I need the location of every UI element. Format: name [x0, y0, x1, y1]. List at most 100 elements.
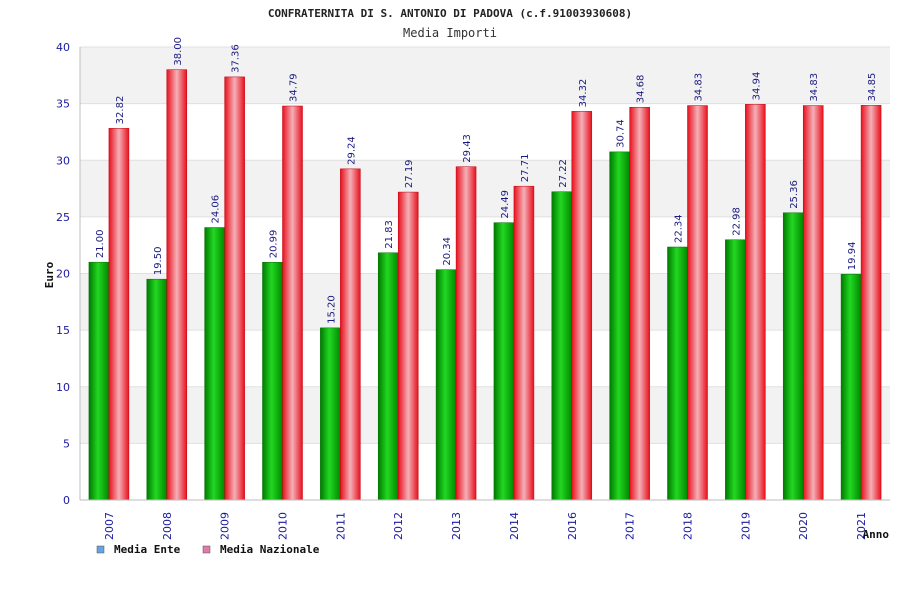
y-axis-label: Euro: [43, 261, 56, 288]
bar-media-ente-2017: [609, 151, 630, 501]
plot-band: [80, 273, 890, 331]
bar-media-nazionale-2018: [687, 105, 708, 501]
legend: Media Ente Media Nazionale: [96, 543, 320, 556]
legend-swatch-media-ente: [96, 545, 105, 554]
legend-label-media-nazionale: Media Nazionale: [220, 543, 320, 556]
bar-media-ente-2012: [377, 252, 399, 501]
x-tick-label: 2018: [682, 512, 695, 540]
y-tick-label: 5: [63, 437, 70, 450]
y-tick-label: 10: [56, 381, 70, 394]
y-tick-label: 35: [56, 98, 70, 111]
plot-band: [80, 330, 890, 387]
x-tick-label: 2012: [392, 512, 405, 540]
legend-label-media-ente: Media Ente: [114, 543, 181, 556]
bar-media-ente-2011: [320, 327, 341, 501]
bar-media-ente-2018: [667, 246, 688, 501]
y-tick-label: 15: [56, 324, 70, 337]
plot-band: [80, 216, 890, 274]
bar-media-nazionale-2007: [108, 128, 130, 501]
bar-media-nazionale-2017: [629, 106, 650, 501]
chart-title: CONFRATERNITA DI S. ANTONIO DI PADOVA (c…: [268, 7, 632, 20]
data-label: 20.99: [269, 230, 280, 259]
y-tick-label: 20: [56, 268, 70, 281]
data-label: 21.83: [384, 220, 395, 249]
x-tick-label: 2014: [508, 512, 521, 540]
x-tick-label: 2017: [624, 512, 637, 540]
bar-media-nazionale-2013: [455, 166, 477, 501]
data-label: 32.82: [115, 96, 126, 125]
data-label: 22.34: [674, 214, 685, 243]
bar-media-nazionale-2012: [397, 191, 419, 501]
chart-subtitle: Media Importi: [403, 26, 497, 40]
data-label: 20.34: [442, 237, 453, 266]
x-tick-label: 2007: [103, 512, 116, 540]
bar-media-ente-2008: [146, 278, 168, 501]
x-tick-label: 2019: [739, 512, 752, 540]
x-tick-label: 2008: [161, 512, 174, 540]
data-label: 38.00: [173, 37, 184, 66]
data-label: 34.79: [289, 73, 300, 102]
data-label: 15.20: [326, 295, 337, 324]
bar-media-nazionale-2020: [802, 105, 824, 501]
bar-media-ente-2013: [435, 269, 457, 501]
bar-media-ente-2016: [551, 191, 573, 501]
data-label: 34.85: [867, 73, 878, 102]
data-label: 27.71: [520, 154, 531, 183]
y-tick-labels: 0 5 10 15 20 25 30 35 40: [56, 41, 70, 507]
x-tick-label: 2021: [855, 512, 868, 540]
bar-media-ente-2009: [204, 227, 225, 501]
bar-media-nazionale-2011: [340, 168, 361, 501]
y-tick-label: 40: [56, 41, 70, 54]
data-label: 29.43: [462, 134, 473, 163]
data-label: 37.36: [231, 44, 242, 73]
data-label: 19.94: [847, 242, 858, 271]
data-label: 34.68: [636, 75, 647, 104]
data-label: 22.98: [731, 207, 742, 236]
bar-media-ente-2010: [262, 262, 283, 501]
data-label: 27.19: [404, 159, 415, 188]
x-tick-label: 2010: [277, 512, 290, 540]
bar-media-ente-2007: [88, 261, 110, 501]
x-tick-label: 2013: [450, 512, 463, 540]
data-labels: 21.00 32.82 19.50 38.00 24.06 37.36 20.99 34.79…: [95, 37, 878, 324]
data-label: 34.94: [751, 72, 762, 101]
data-label: 19.50: [153, 247, 164, 276]
y-tick-label: 25: [56, 211, 70, 224]
x-axis-label: Anno: [863, 528, 890, 541]
data-label: 27.22: [558, 159, 569, 188]
plot-band: [80, 103, 890, 161]
y-tick-label: 30: [56, 154, 70, 167]
data-label: 34.83: [694, 73, 705, 102]
data-label: 25.36: [789, 180, 800, 209]
plot-band: [80, 386, 890, 444]
bar-media-nazionale-2016: [571, 111, 593, 501]
data-label: 30.74: [616, 119, 627, 148]
data-label: 34.83: [809, 73, 820, 102]
bars-group: [88, 69, 882, 501]
data-label: 24.06: [211, 195, 222, 224]
bar-media-ente-2020: [782, 212, 804, 501]
legend-swatch-media-nazionale: [202, 545, 211, 554]
plot-band: [80, 443, 890, 500]
bar-media-ente-2019: [725, 239, 746, 501]
data-label: 24.49: [500, 190, 511, 219]
x-tick-label: 2016: [566, 512, 579, 540]
x-tick-labels: 2007 2008 2009 2010 2011 2012 2013 2014 2016 2017…: [103, 512, 868, 540]
plot-band: [80, 160, 890, 217]
bar-media-nazionale-2009: [224, 76, 245, 501]
bar-media-nazionale-2019: [745, 104, 766, 501]
x-tick-label: 2009: [219, 512, 232, 540]
bar-media-ente-2021: [840, 273, 862, 501]
bar-media-nazionale-2008: [166, 69, 188, 501]
y-tick-label: 0: [63, 494, 70, 507]
bar-media-nazionale-2014: [513, 185, 535, 501]
x-tick-label: 2020: [797, 512, 810, 540]
x-tick-label: 2011: [334, 512, 347, 540]
data-label: 34.32: [578, 79, 589, 108]
plot-band: [80, 47, 890, 104]
data-label: 21.00: [95, 230, 106, 259]
bar-media-nazionale-2021: [860, 105, 882, 501]
bar-media-ente-2014: [493, 222, 515, 501]
bar-media-nazionale-2010: [282, 105, 303, 501]
